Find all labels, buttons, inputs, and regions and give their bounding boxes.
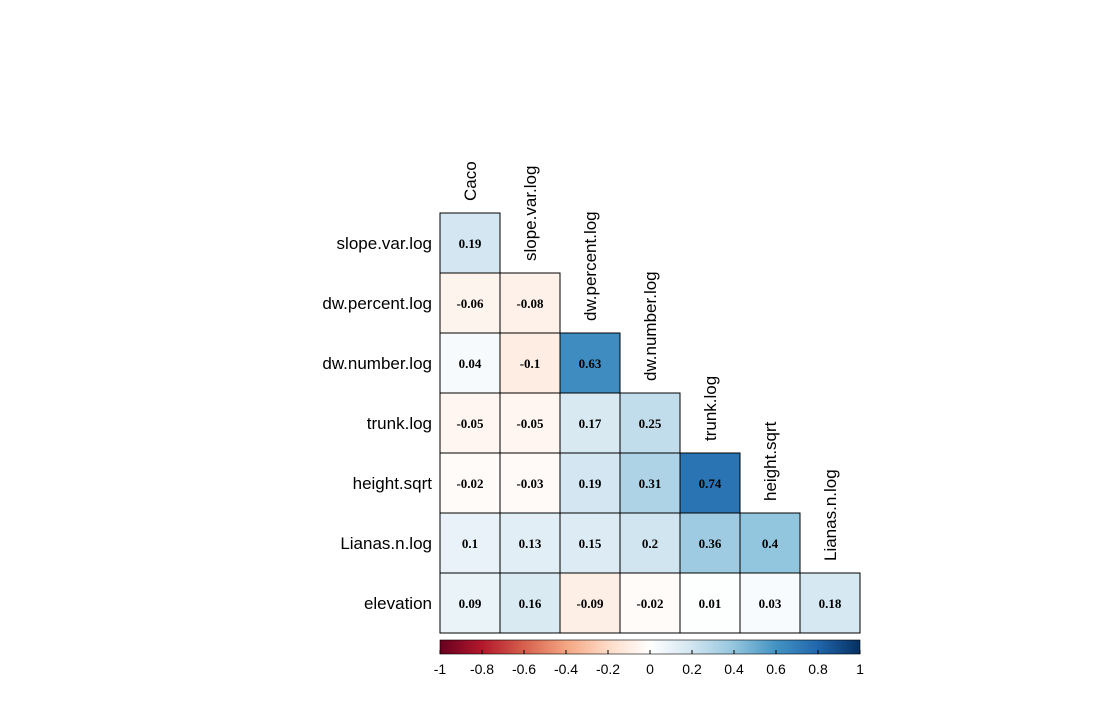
heatmap-cell <box>559 512 621 574</box>
heatmap-cell <box>739 572 801 634</box>
heatmap-cell <box>799 572 861 634</box>
heatmap-cell <box>559 572 621 634</box>
column-label: trunk.log <box>701 376 720 441</box>
cell-value-label: 0.09 <box>459 596 482 611</box>
heatmap-cell <box>619 572 681 634</box>
cell-value-label: 0.63 <box>579 356 602 371</box>
heatmap-cell <box>499 512 561 574</box>
heatmap-cell <box>499 332 561 394</box>
heatmap-cell <box>559 452 621 514</box>
heatmap-cell <box>679 512 741 574</box>
cell-value-label: -0.1 <box>520 356 541 371</box>
heatmap-cell <box>499 272 561 334</box>
heatmap-cell <box>439 392 501 454</box>
cell-value-label: -0.02 <box>636 596 663 611</box>
heatmap-cell <box>739 512 801 574</box>
heatmap-cell <box>559 392 621 454</box>
colorbar-tick-label: -0.8 <box>470 661 494 677</box>
cell-value-label: 0.16 <box>519 596 542 611</box>
row-label: dw.number.log <box>322 354 432 373</box>
colorbar-tick-label: -0.2 <box>596 661 620 677</box>
row-label: dw.percent.log <box>322 294 432 313</box>
cell-value-label: -0.05 <box>456 416 484 431</box>
colorbar-tick-label: -0.6 <box>512 661 536 677</box>
cell-value-label: -0.03 <box>516 476 544 491</box>
cell-value-label: 0.01 <box>699 596 722 611</box>
cell-value-label: 0.2 <box>642 536 658 551</box>
heatmap-cell <box>499 572 561 634</box>
cell-value-label: 0.25 <box>639 416 662 431</box>
heatmap-cell <box>619 512 681 574</box>
colorbar-tick-label: 0 <box>646 661 654 677</box>
heatmap-cell <box>499 392 561 454</box>
cell-value-label: -0.02 <box>456 476 483 491</box>
colorbar-tick-label: 0.2 <box>682 661 702 677</box>
row-label: Lianas.n.log <box>340 534 432 553</box>
cell-value-label: -0.08 <box>516 296 544 311</box>
cell-value-label: 0.4 <box>762 536 779 551</box>
cell-value-label: 0.03 <box>759 596 782 611</box>
cell-value-label: 0.18 <box>819 596 842 611</box>
column-label: dw.percent.log <box>581 211 600 321</box>
heatmap-cell <box>679 572 741 634</box>
heatmap-cell <box>559 332 621 394</box>
row-label: height.sqrt <box>353 474 433 493</box>
row-label: slope.var.log <box>337 234 432 253</box>
heatmap-cell <box>439 212 501 274</box>
heatmap-cell <box>439 572 501 634</box>
cell-value-label: 0.1 <box>462 536 478 551</box>
cell-value-label: -0.06 <box>456 296 484 311</box>
column-labels: Caco slope.var.log dw.percent.log dw.number… <box>461 161 840 561</box>
colorbar-tick-label: 1 <box>856 661 864 677</box>
row-label: elevation <box>364 594 432 613</box>
colorbar-tick-label: -1 <box>434 661 447 677</box>
cell-value-label: 0.17 <box>579 416 602 431</box>
column-label: height.sqrt <box>761 421 780 501</box>
heatmap-cell <box>619 392 681 454</box>
cell-value-label: 0.31 <box>639 476 662 491</box>
cell-value-label: 0.74 <box>699 476 722 491</box>
colorbar-tick-label: 0.6 <box>766 661 786 677</box>
heatmap-cell <box>619 452 681 514</box>
colorbar-tick-label: -0.4 <box>554 661 578 677</box>
heatmap-cells: 0.19 -0.06 -0.08 0.04 -0.1 0.63 -0.05 -0.05 0.17… <box>439 212 861 634</box>
row-labels: slope.var.log dw.percent.log dw.number.log… <box>322 234 432 613</box>
cell-value-label: -0.09 <box>576 596 604 611</box>
row-label: trunk.log <box>367 414 432 433</box>
cell-value-label: 0.36 <box>699 536 722 551</box>
cell-value-label: -0.05 <box>516 416 544 431</box>
cell-value-label: 0.19 <box>459 236 482 251</box>
colorbar: -1 -0.8 -0.6 -0.4 -0.2 0 0.2 0.4 0.6 0.8 1 <box>434 639 864 677</box>
column-label: Lianas.n.log <box>821 469 840 561</box>
column-label: Caco <box>461 161 480 201</box>
column-label: slope.var.log <box>521 166 540 261</box>
cell-value-label: 0.04 <box>459 356 482 371</box>
cell-value-label: 0.13 <box>519 536 542 551</box>
colorbar-tick-label: 0.4 <box>724 661 744 677</box>
heatmap-cell <box>679 452 741 514</box>
column-label: dw.number.log <box>641 271 660 381</box>
cell-value-label: 0.19 <box>579 476 602 491</box>
colorbar-tick-label: 0.8 <box>808 661 828 677</box>
cell-value-label: 0.15 <box>579 536 602 551</box>
